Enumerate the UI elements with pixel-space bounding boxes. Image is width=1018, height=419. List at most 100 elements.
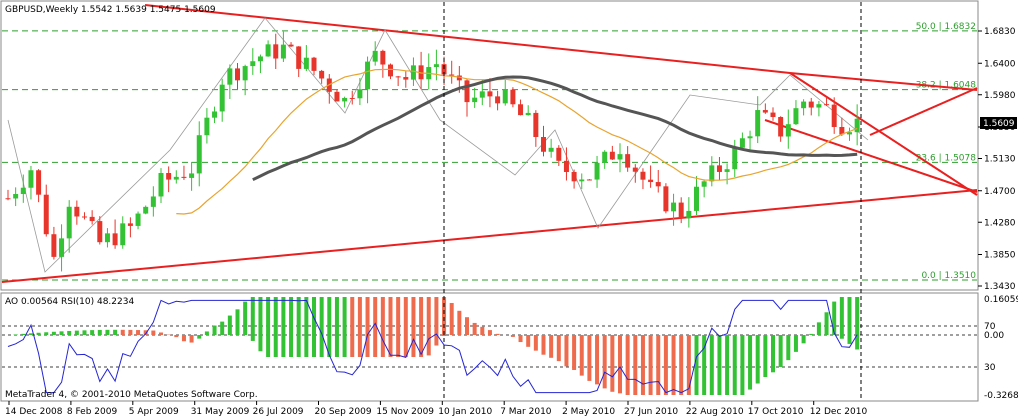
candle-body	[334, 91, 340, 102]
ao-bar	[28, 333, 33, 335]
candle-body	[388, 64, 393, 77]
zigzag-lines	[7, 17, 869, 273]
candle-body	[127, 223, 133, 226]
indicator-level-label: 0.00	[984, 331, 1004, 341]
candle-body	[212, 111, 218, 118]
ao-bar	[373, 297, 378, 357]
ao-bar	[564, 335, 569, 367]
candle-body	[112, 233, 118, 246]
candle-body	[135, 213, 141, 226]
ao-bar	[411, 297, 416, 357]
ao-bar	[717, 335, 722, 395]
candle-body	[280, 44, 286, 59]
candle-body	[296, 46, 302, 69]
ao-bar	[250, 297, 255, 341]
candle-body	[456, 75, 462, 81]
time-tick-label: 7 Mar 2010	[500, 407, 552, 417]
ao-bar	[595, 335, 600, 385]
ao-bar	[763, 335, 768, 377]
ao-bar	[526, 335, 531, 347]
ao-bar	[419, 297, 424, 357]
ao-bar	[235, 309, 240, 335]
candle-body	[250, 61, 256, 67]
ao-bar	[610, 335, 615, 392]
candle-body	[525, 112, 531, 116]
trendline[interactable]	[789, 72, 978, 196]
candle-body	[395, 76, 401, 78]
ao-bar	[457, 310, 462, 335]
time-tick-label: 17 Oct 2010	[748, 407, 804, 417]
candle-body	[686, 210, 692, 219]
time-tick-label: 8 Feb 2009	[67, 407, 118, 417]
ao-bar	[801, 335, 806, 344]
trendline[interactable]	[789, 72, 978, 91]
candle-body	[196, 135, 202, 174]
copyright-text: MetaTrader 4, © 2001-2010 MetaQuotes Sof…	[5, 390, 258, 400]
ao-bar	[434, 297, 439, 346]
ao-bar	[396, 297, 401, 357]
ao-bar	[105, 329, 110, 335]
ao-bar	[579, 335, 584, 376]
time-tick-label: 14 Dec 2008	[5, 407, 63, 417]
time-tick-label: 27 Jun 2010	[624, 407, 678, 417]
trendline[interactable]	[1, 189, 978, 283]
ao-bar	[556, 335, 561, 362]
candle-body	[510, 89, 516, 105]
ao-bar	[572, 335, 577, 370]
candle-body	[548, 147, 554, 152]
candle-body	[602, 151, 608, 163]
time-axis: 14 Dec 2008 8 Feb 2009 5 Apr 2009 31 May 20…	[5, 401, 867, 417]
ao-bar	[656, 335, 661, 395]
candle-body	[311, 57, 317, 71]
ao-bar	[365, 297, 370, 357]
candle-body	[762, 110, 768, 113]
period-separators	[443, 2, 862, 400]
candle-body	[785, 124, 791, 137]
candle-body	[632, 167, 638, 172]
candle-body	[89, 216, 95, 222]
candle-body	[51, 234, 57, 257]
ao-bar	[602, 335, 607, 389]
candle-body	[671, 202, 677, 212]
fib-level-label: 38.2 | 1.6048	[916, 81, 977, 91]
candle-body	[342, 97, 348, 102]
trendline[interactable]	[869, 87, 978, 136]
indicator-level-label: 70	[984, 322, 996, 332]
price-tick-label: 1.5980	[984, 91, 1016, 101]
trendline[interactable]	[144, 4, 791, 74]
candle-body	[839, 126, 845, 135]
indicator-level-label: 30	[984, 363, 996, 373]
ao-bar	[258, 297, 263, 352]
candle-body	[541, 136, 546, 152]
moving-averages	[176, 68, 858, 215]
candle-body	[640, 171, 646, 180]
ao-bar	[549, 335, 554, 358]
candle-body	[166, 173, 172, 180]
indicator-panel-frame	[0, 292, 979, 402]
candle-body	[43, 194, 49, 235]
candle-body	[219, 84, 225, 112]
zigzag-line	[7, 17, 869, 273]
candle-body	[158, 173, 164, 197]
indicator-header: AO 0.00564 RSI(10) 48.2234	[5, 297, 134, 307]
ao-bar	[793, 335, 798, 352]
rsi-line-path	[7, 299, 858, 394]
trendline[interactable]	[764, 119, 978, 193]
price-tick-label: 1.3430	[984, 282, 1016, 292]
candle-body	[571, 171, 577, 182]
symbol-header: GBPUSD,Weekly 1.5542 1.5639 1.5475 1.560…	[5, 5, 216, 15]
time-tick-label: 26 Jul 2009	[253, 407, 304, 417]
ao-bar	[625, 335, 630, 395]
candle-body	[556, 147, 562, 161]
time-tick-label: 22 Aug 2010	[686, 407, 744, 417]
ao-bar	[618, 335, 622, 394]
price-tick-label: 1.6400	[984, 59, 1016, 69]
candle-body	[120, 223, 126, 246]
candle-body	[854, 118, 860, 133]
candle-body	[104, 233, 110, 243]
moving-average-slow	[252, 75, 858, 182]
ao-bar	[44, 332, 49, 335]
candle-body	[709, 165, 715, 182]
